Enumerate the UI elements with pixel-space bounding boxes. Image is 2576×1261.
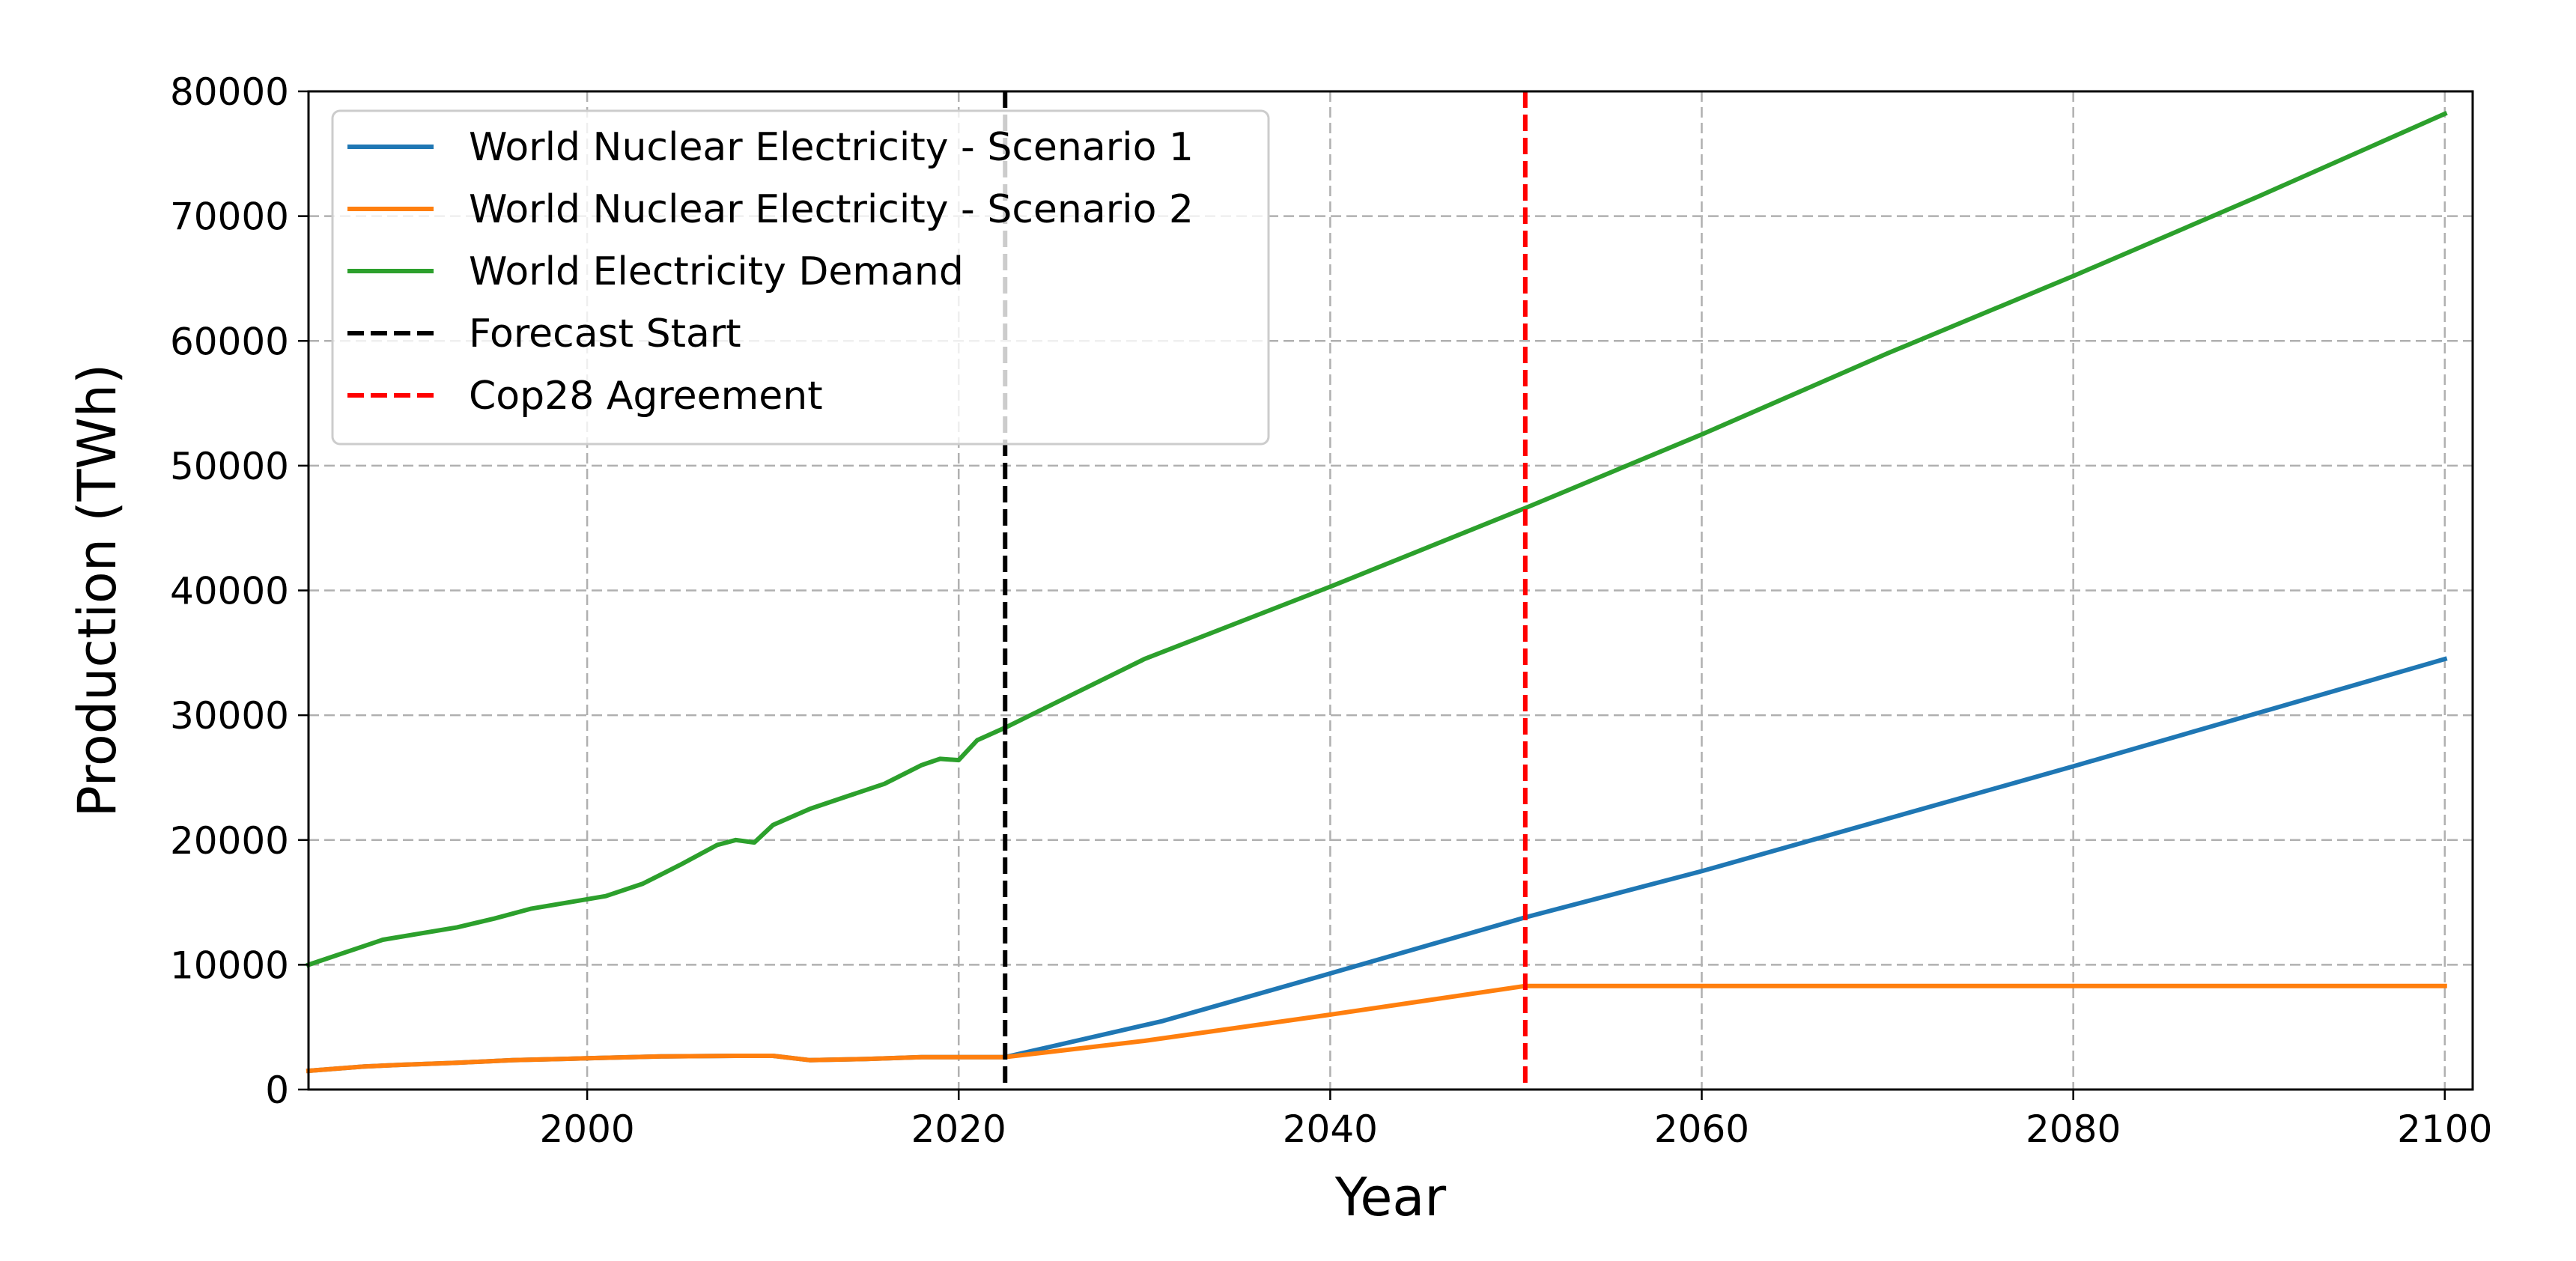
y-tick-label: 30000 <box>170 694 289 738</box>
x-tick-label: 2020 <box>911 1107 1006 1151</box>
x-tick-label: 2040 <box>1283 1107 1378 1151</box>
x-tick-label: 2060 <box>1654 1107 1749 1151</box>
y-axis-label: Production (TWh) <box>67 364 128 818</box>
y-tick-label: 40000 <box>170 570 289 613</box>
y-tick-label: 50000 <box>170 445 289 488</box>
x-tick-label: 2080 <box>2026 1107 2121 1151</box>
legend-label-1: World Nuclear Electricity - Scenario 2 <box>469 187 1194 232</box>
legend-label-0: World Nuclear Electricity - Scenario 1 <box>469 125 1194 170</box>
y-tick-label: 20000 <box>170 819 289 863</box>
axis-ticks: 2000 2020 2040 2060 2080 2100 0 10000 20000 30000… <box>170 70 2492 1151</box>
y-tick-label: 80000 <box>170 70 289 114</box>
legend-label-4: Cop28 Agreement <box>469 374 823 419</box>
x-tick-label: 2000 <box>539 1107 634 1151</box>
y-tick-label: 60000 <box>170 320 289 363</box>
y-tick-label: 70000 <box>170 195 289 239</box>
legend: World Nuclear Electricity - Scenario 1 Wo… <box>331 109 1270 446</box>
legend-box <box>331 109 1270 446</box>
y-tick-label: 0 <box>265 1069 289 1112</box>
x-tick-label: 2100 <box>2397 1107 2492 1151</box>
legend-label-3: Forecast Start <box>469 312 741 356</box>
x-axis-label: Year <box>1334 1167 1446 1228</box>
series-line-1 <box>306 983 2447 1074</box>
legend-label-2: World Electricity Demand <box>469 249 964 294</box>
y-tick-label: 10000 <box>170 944 289 987</box>
series-line-2 <box>306 111 2448 968</box>
